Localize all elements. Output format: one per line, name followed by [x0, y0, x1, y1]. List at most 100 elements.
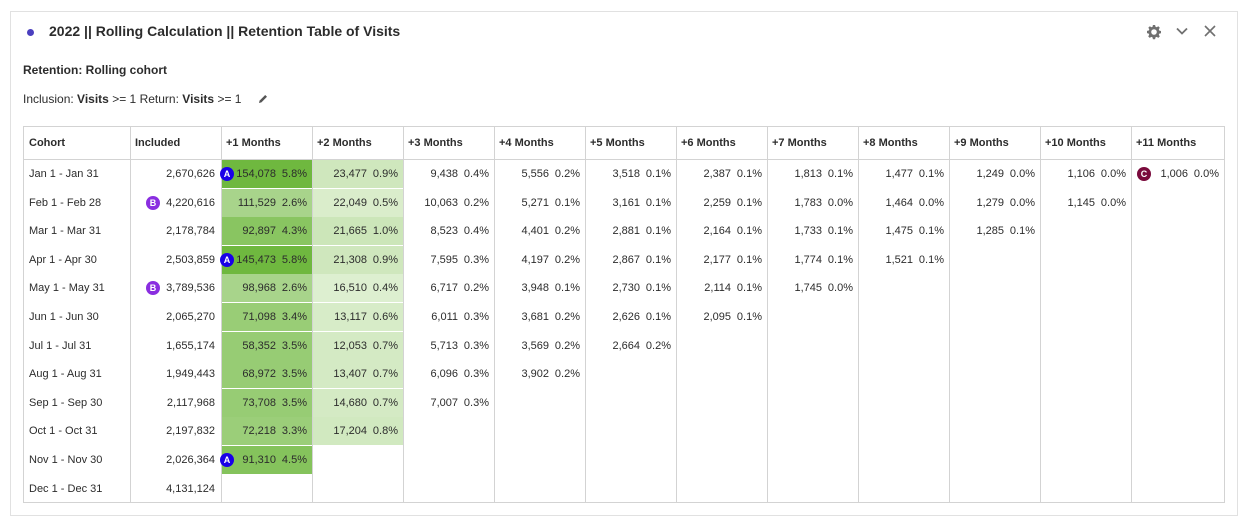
column-header[interactable]: +5 Months — [590, 137, 645, 149]
retention-cell[interactable]: 1,106 0.0% — [1041, 160, 1131, 188]
retention-cell[interactable]: 3,681 0.2% — [495, 303, 585, 331]
retention-cell[interactable]: 1,477 0.1% — [859, 160, 949, 188]
annotation-badge[interactable]: A — [220, 167, 234, 181]
retention-count: 2,114 — [704, 282, 731, 295]
retention-percent: 0.1% — [554, 282, 580, 295]
retention-cell[interactable]: 3,161 0.1% — [586, 189, 676, 217]
retention-cell[interactable]: 16,510 0.4% — [313, 274, 403, 303]
retention-cell[interactable]: 1,783 0.0% — [768, 189, 858, 217]
retention-cell[interactable]: 58,352 3.5% — [222, 331, 312, 360]
retention-cell[interactable]: 9,438 0.4% — [404, 160, 494, 188]
column-header[interactable]: +4 Months — [499, 137, 554, 149]
retention-cell[interactable]: 91,310 4.5% A — [220, 446, 312, 474]
retention-cell[interactable]: 154,078 5.8% A — [220, 160, 312, 188]
retention-cell[interactable]: 5,271 0.1% — [495, 189, 585, 217]
retention-cell[interactable]: 2,867 0.1% — [586, 246, 676, 274]
column-header[interactable]: +10 Months — [1045, 137, 1106, 149]
retention-cell[interactable]: 2,387 0.1% — [677, 160, 767, 188]
retention-cell[interactable]: 1,249 0.0% — [950, 160, 1040, 188]
retention-cell[interactable]: 1,279 0.0% — [950, 189, 1040, 217]
retention-percent: 0.4% — [463, 225, 489, 238]
retention-cell[interactable]: 92,897 4.3% — [222, 217, 312, 246]
retention-cell[interactable]: 6,717 0.2% — [404, 274, 494, 302]
annotation-badge[interactable]: B — [146, 195, 160, 210]
retention-cell[interactable]: 1,475 0.1% — [859, 217, 949, 245]
retention-cell[interactable]: 3,948 0.1% — [495, 274, 585, 302]
retention-cell[interactable]: 1,774 0.1% — [768, 246, 858, 274]
annotation-badge[interactable]: A — [220, 252, 234, 267]
retention-cell[interactable]: 23,477 0.9% — [313, 160, 403, 188]
retention-cell[interactable]: 1,464 0.0% — [859, 189, 949, 217]
retention-cell[interactable]: 2,095 0.1% — [677, 303, 767, 331]
retention-cell[interactable]: 111,529 2.6% — [222, 188, 312, 217]
retention-cell[interactable]: 13,117 0.6% — [313, 303, 403, 331]
retention-cell[interactable]: 6,011 0.3% — [404, 303, 494, 331]
column-header[interactable]: +3 Months — [408, 137, 463, 149]
retention-cell[interactable]: 5,713 0.3% — [404, 332, 494, 360]
retention-cell[interactable]: 98,968 2.6% — [222, 274, 312, 303]
column-header[interactable]: +9 Months — [954, 137, 1009, 149]
pencil-icon[interactable] — [257, 93, 271, 107]
retention-cell[interactable]: 5,556 0.2% — [495, 160, 585, 188]
chevron-down-icon[interactable] — [1173, 24, 1191, 42]
retention-cell[interactable]: 4,401 0.2% — [495, 217, 585, 245]
retention-count: 23,477 — [333, 168, 367, 180]
retention-count: 1,464 — [885, 196, 913, 209]
retention-cell[interactable]: 72,218 3.3% — [222, 417, 312, 446]
retention-cell[interactable]: 1,285 0.1% — [950, 217, 1040, 245]
retention-cell[interactable]: 22,049 0.5% — [313, 188, 403, 217]
column-header[interactable]: +8 Months — [863, 137, 918, 149]
retention-cell[interactable]: 68,972 3.5% — [222, 360, 312, 389]
column-header[interactable]: Included — [135, 137, 181, 149]
retention-cell[interactable]: 10,063 0.2% — [404, 189, 494, 217]
column-header[interactable]: +11 Months — [1136, 137, 1197, 149]
close-icon[interactable] — [1201, 24, 1219, 42]
annotation-badge[interactable]: C — [1137, 167, 1151, 181]
retention-cell[interactable]: 6,096 0.3% — [404, 360, 494, 388]
retention-cell[interactable]: 1,733 0.1% — [768, 217, 858, 245]
annotation-badge[interactable]: A — [220, 453, 234, 467]
retention-cell[interactable]: 3,518 0.1% — [586, 160, 676, 188]
retention-cell[interactable]: 2,730 0.1% — [586, 274, 676, 302]
retention-percent: 0.2% — [645, 339, 671, 352]
retention-cell[interactable]: 2,626 0.1% — [586, 303, 676, 331]
retention-cell[interactable]: 2,664 0.2% — [586, 332, 676, 360]
column-header[interactable]: +6 Months — [681, 137, 736, 149]
column-header[interactable]: Cohort — [29, 137, 66, 149]
retention-cell[interactable]: 2,164 0.1% — [677, 217, 767, 245]
retention-cell[interactable]: 7,595 0.3% — [404, 246, 494, 274]
retention-cell[interactable]: 3,569 0.2% — [495, 332, 585, 360]
retention-cell[interactable]: 1,521 0.1% — [859, 246, 949, 274]
retention-cell[interactable]: 71,098 3.4% — [222, 303, 312, 331]
retention-cell[interactable]: 4,197 0.2% — [495, 246, 585, 274]
retention-cell[interactable]: 3,902 0.2% — [495, 360, 585, 388]
retention-cell[interactable]: 8,523 0.4% — [404, 217, 494, 245]
column-header[interactable]: +7 Months — [772, 137, 827, 149]
column-header[interactable]: +2 Months — [317, 137, 372, 149]
column-divider — [494, 127, 495, 502]
column-divider — [858, 127, 859, 502]
retention-count: 10,063 — [424, 196, 458, 209]
retention-cell[interactable]: 2,177 0.1% — [677, 246, 767, 274]
retention-cell[interactable]: 21,308 0.9% — [313, 245, 403, 274]
panel-title[interactable]: 2022 || Rolling Calculation || Retention… — [49, 23, 401, 39]
retention-cell[interactable]: 1,006 0.0% C — [1132, 160, 1224, 188]
retention-cell[interactable]: 2,881 0.1% — [586, 217, 676, 245]
retention-cell[interactable]: 73,708 3.5% — [222, 388, 312, 417]
retention-cell[interactable]: 1,745 0.0% — [768, 274, 858, 302]
retention-cell[interactable]: 145,473 5.8% A — [220, 245, 312, 274]
retention-cell[interactable]: 2,114 0.1% — [677, 274, 767, 302]
retention-cell[interactable]: 1,813 0.1% — [768, 160, 858, 188]
retention-cell[interactable]: 21,665 1.0% — [313, 217, 403, 246]
retention-cell[interactable]: 17,204 0.8% — [313, 417, 403, 446]
retention-cell[interactable]: 2,259 0.1% — [677, 189, 767, 217]
retention-cell[interactable]: 12,053 0.7% — [313, 331, 403, 360]
retention-cell[interactable]: 1,145 0.0% — [1041, 189, 1131, 217]
gear-icon[interactable] — [1145, 24, 1163, 42]
included-cell: 2,065,270 — [130, 303, 221, 331]
retention-cell[interactable]: 13,407 0.7% — [313, 360, 403, 389]
column-header[interactable]: +1 Months — [226, 137, 281, 149]
retention-cell[interactable]: 7,007 0.3% — [404, 389, 494, 417]
annotation-badge[interactable]: B — [146, 281, 160, 296]
retention-cell[interactable]: 14,680 0.7% — [313, 388, 403, 417]
